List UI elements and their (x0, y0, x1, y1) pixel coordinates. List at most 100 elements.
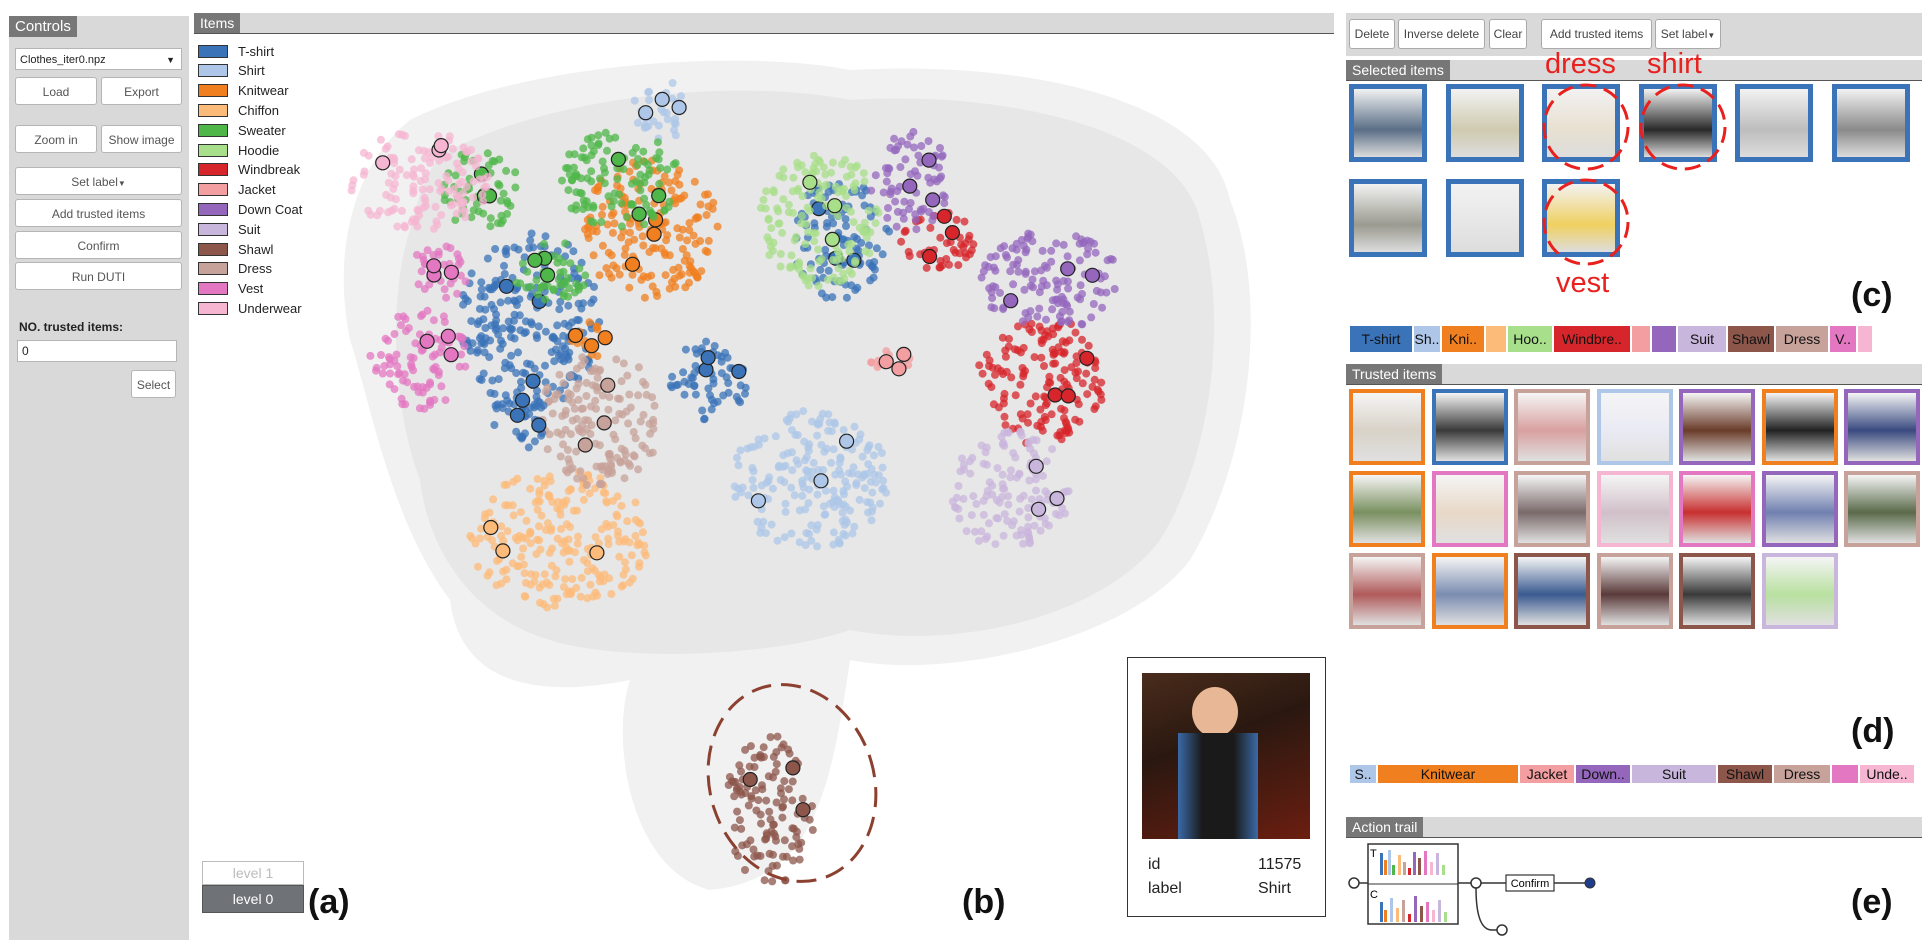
trusted-item-thumbnail[interactable] (1761, 553, 1838, 629)
confirm-button[interactable]: Confirm (15, 231, 182, 259)
inverse-delete-button[interactable]: Inverse delete (1398, 19, 1485, 49)
data-point (532, 331, 541, 340)
data-point (732, 392, 741, 401)
legend-item[interactable]: Suit (198, 220, 260, 238)
data-point (1019, 343, 1028, 352)
data-point (992, 496, 1001, 505)
trusted-item-thumbnail[interactable] (1349, 553, 1425, 629)
trusted-item-thumbnail[interactable] (1679, 471, 1755, 547)
label-strip-segment[interactable] (1485, 325, 1507, 353)
label-strip-segment[interactable]: S.. (1349, 764, 1377, 784)
legend-item[interactable]: Jacket (198, 181, 276, 199)
trusted-item-thumbnail[interactable] (1844, 471, 1920, 547)
trail-node-alt[interactable] (1496, 924, 1508, 936)
data-point (852, 481, 861, 489)
trusted-item-thumbnail[interactable] (1349, 389, 1425, 465)
action-trail-graph[interactable]: T C Confirm (1346, 840, 1606, 940)
trusted-item-thumbnail[interactable] (1349, 471, 1425, 547)
label-strip-segment[interactable] (1651, 325, 1677, 353)
legend-item[interactable]: Hoodie (198, 141, 279, 159)
select-button[interactable]: Select (131, 370, 176, 398)
label-strip-segment[interactable]: Unde.. (1859, 764, 1915, 784)
trusted-item-thumbnail[interactable] (1514, 553, 1590, 629)
trusted-item-thumbnail[interactable] (1431, 553, 1508, 629)
selected-item-thumbnail[interactable] (1831, 84, 1910, 162)
label-strip-segment[interactable] (1631, 325, 1651, 353)
label-strip-segment[interactable]: Dress (1775, 325, 1829, 353)
label-strip-segment[interactable]: Dress (1773, 764, 1831, 784)
show-image-button[interactable]: Show image (101, 125, 182, 153)
data-point (564, 274, 572, 282)
scatter-plot[interactable] (330, 40, 1290, 940)
label-strip-segment[interactable]: Hoo.. (1507, 325, 1553, 353)
level-1-button[interactable]: level 1 (202, 861, 304, 885)
legend-item[interactable]: Dress (198, 260, 272, 278)
trusted-item-thumbnail[interactable] (1514, 471, 1590, 547)
trusted-item-thumbnail[interactable] (1431, 389, 1508, 465)
label-strip-segment[interactable]: Shawl (1727, 325, 1775, 353)
trusted-item-thumbnail[interactable] (1514, 389, 1590, 465)
legend-item[interactable]: Sweater (198, 121, 286, 139)
data-point (779, 802, 787, 811)
trusted-item-thumbnail[interactable] (1596, 389, 1673, 465)
trail-node-current[interactable] (1584, 877, 1596, 889)
selected-item-thumbnail[interactable] (1349, 179, 1427, 257)
trusted-item-thumbnail[interactable] (1596, 471, 1673, 547)
label-strip-segment[interactable]: Suit (1677, 325, 1727, 353)
delete-button[interactable]: Delete (1349, 19, 1395, 49)
label-strip-segment[interactable] (1831, 764, 1859, 784)
trusted-count-input[interactable]: 0 (17, 340, 177, 362)
selected-item-thumbnail[interactable] (1735, 84, 1813, 162)
legend-item[interactable]: Vest (198, 280, 263, 298)
label-strip-segment[interactable]: Sh.. (1413, 325, 1441, 353)
set-label-right-button[interactable]: Set label▼ (1655, 19, 1721, 49)
data-point (661, 251, 670, 259)
data-point (881, 164, 890, 173)
label-strip-segment[interactable]: V.. (1829, 325, 1857, 353)
data-point (485, 353, 494, 362)
set-label-button[interactable]: Set label▼ (15, 167, 182, 195)
trail-node-branch[interactable] (1470, 877, 1482, 889)
run-duti-button[interactable]: Run DUTI (15, 262, 182, 290)
add-trusted-items-button[interactable]: Add trusted items (15, 199, 182, 227)
selected-item-thumbnail[interactable] (1445, 179, 1524, 257)
label-strip-segment[interactable]: Windbre.. (1553, 325, 1631, 353)
clear-button[interactable]: Clear (1489, 19, 1527, 49)
data-point (951, 503, 959, 512)
legend-item[interactable]: Underwear (198, 299, 302, 317)
trusted-item-thumbnail[interactable] (1844, 389, 1920, 465)
trusted-item-thumbnail[interactable] (1596, 553, 1673, 629)
trusted-item-thumbnail[interactable] (1431, 471, 1508, 547)
trusted-item-thumbnail[interactable] (1679, 389, 1755, 465)
label-strip-segment[interactable]: Shawl (1717, 764, 1773, 784)
label-strip-segment[interactable]: Kni.. (1441, 325, 1485, 353)
legend-item[interactable]: Shawl (198, 240, 273, 258)
trusted-item-thumbnail[interactable] (1679, 553, 1755, 629)
selected-item-thumbnail[interactable] (1445, 84, 1524, 162)
label-strip-segment[interactable]: Knitwear (1377, 764, 1519, 784)
data-point (781, 507, 790, 516)
label-strip-segment[interactable]: Suit (1631, 764, 1717, 784)
data-point (402, 171, 411, 180)
legend-item[interactable]: Windbreak (198, 161, 300, 179)
selected-item-thumbnail[interactable] (1349, 84, 1427, 162)
legend-item[interactable]: Shirt (198, 62, 265, 80)
export-button[interactable]: Export (101, 77, 182, 105)
level-0-button[interactable]: level 0 (202, 885, 304, 913)
trail-node-start[interactable] (1348, 877, 1360, 889)
add-trusted-items-right-button[interactable]: Add trusted items (1541, 19, 1652, 49)
label-strip-segment[interactable]: Down.. (1575, 764, 1631, 784)
label-strip-segment[interactable] (1857, 325, 1873, 353)
legend-item[interactable]: Chiffon (198, 101, 279, 119)
label-strip-segment[interactable]: Jacket (1519, 764, 1575, 784)
legend-item[interactable]: T-shirt (198, 42, 274, 60)
zoom-in-button[interactable]: Zoom in (15, 125, 97, 153)
legend-item[interactable]: Down Coat (198, 200, 302, 218)
trusted-item-thumbnail[interactable] (1761, 471, 1838, 547)
dataset-select[interactable]: Clothes_iter0.npz ▼ (15, 48, 182, 70)
load-button[interactable]: Load (15, 77, 97, 105)
legend-item[interactable]: Knitwear (198, 82, 289, 100)
trusted-item-thumbnail[interactable] (1761, 389, 1838, 465)
label-strip-segment[interactable]: T-shirt (1349, 325, 1413, 353)
data-point (802, 529, 811, 537)
